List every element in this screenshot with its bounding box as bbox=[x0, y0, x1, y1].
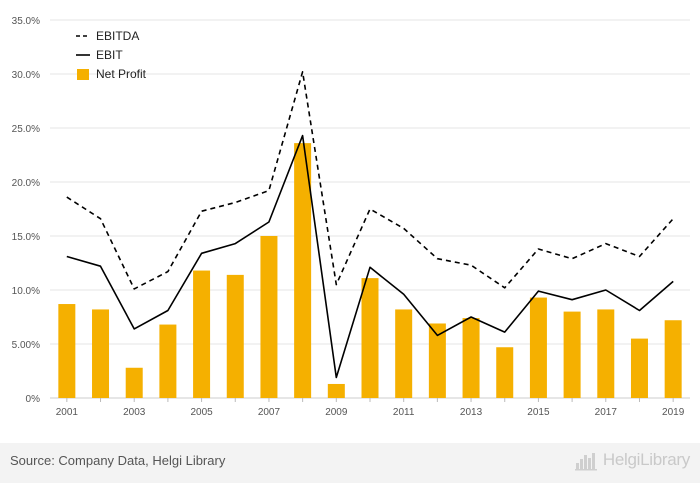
bar-net-profit bbox=[294, 143, 312, 398]
x-tick-label: 2011 bbox=[393, 407, 415, 418]
bar-net-profit bbox=[260, 236, 278, 398]
legend-label-net-profit: Net Profit bbox=[96, 67, 147, 81]
y-tick-label: 0% bbox=[26, 394, 41, 405]
bar-net-profit bbox=[563, 311, 581, 398]
bar-net-profit bbox=[529, 297, 547, 398]
legend-label-ebit: EBIT bbox=[96, 48, 123, 62]
x-tick-label: 2003 bbox=[123, 407, 146, 418]
chart: 0% 5.00% 10.0% 15.0% 20.0% 25.0% 30.0% 35.0% 200… bbox=[12, 16, 690, 418]
x-tick-label: 2009 bbox=[325, 407, 348, 418]
bar-net-profit bbox=[496, 347, 514, 398]
footer: Source: Company Data, Helgi Library Helg… bbox=[0, 443, 700, 483]
y-tick-label: 25.0% bbox=[12, 124, 40, 135]
source-text: Source: Company Data, Helgi Library bbox=[10, 453, 226, 468]
x-tick-label: 2005 bbox=[190, 407, 213, 418]
bar-net-profit bbox=[428, 323, 446, 398]
x-tick-label: 2007 bbox=[258, 407, 281, 418]
logo-text: HelgiLibrary bbox=[602, 450, 690, 469]
bar-net-profit bbox=[462, 318, 480, 398]
y-tick-label: 30.0% bbox=[12, 70, 40, 81]
bar-net-profit bbox=[92, 309, 110, 398]
bar-net-profit bbox=[58, 304, 76, 398]
bar-net-profit bbox=[597, 309, 615, 398]
helgi-library-logo: HelgiLibrary bbox=[574, 449, 690, 471]
bar-net-profit bbox=[193, 270, 211, 398]
y-tick-label: 10.0% bbox=[12, 286, 40, 297]
bar-net-profit bbox=[664, 320, 682, 398]
x-tick-label: 2013 bbox=[460, 407, 483, 418]
bar-net-profit bbox=[361, 278, 379, 398]
bar-net-profit bbox=[159, 324, 177, 398]
legend-swatch-net-profit bbox=[77, 69, 89, 80]
series-line-ebit bbox=[66, 134, 674, 379]
series-line-ebitda bbox=[66, 71, 674, 290]
bar-net-profit bbox=[226, 274, 244, 398]
helgi-library-logo-icon bbox=[574, 453, 597, 471]
y-tick-label: 5.00% bbox=[12, 340, 40, 351]
x-tick-label: 2019 bbox=[662, 407, 685, 418]
y-tick-label: 35.0% bbox=[12, 16, 40, 27]
bar-net-profit bbox=[630, 338, 648, 398]
y-tick-label: 20.0% bbox=[12, 178, 40, 189]
y-tick-label: 15.0% bbox=[12, 232, 40, 243]
bar-net-profit bbox=[395, 309, 413, 398]
x-tick-label: 2001 bbox=[56, 407, 79, 418]
bar-net-profit bbox=[125, 367, 143, 398]
x-tick-label: 2015 bbox=[527, 407, 550, 418]
bar-net-profit bbox=[327, 383, 345, 398]
x-tick-label: 2017 bbox=[595, 407, 618, 418]
legend-label-ebitda: EBITDA bbox=[96, 29, 139, 43]
